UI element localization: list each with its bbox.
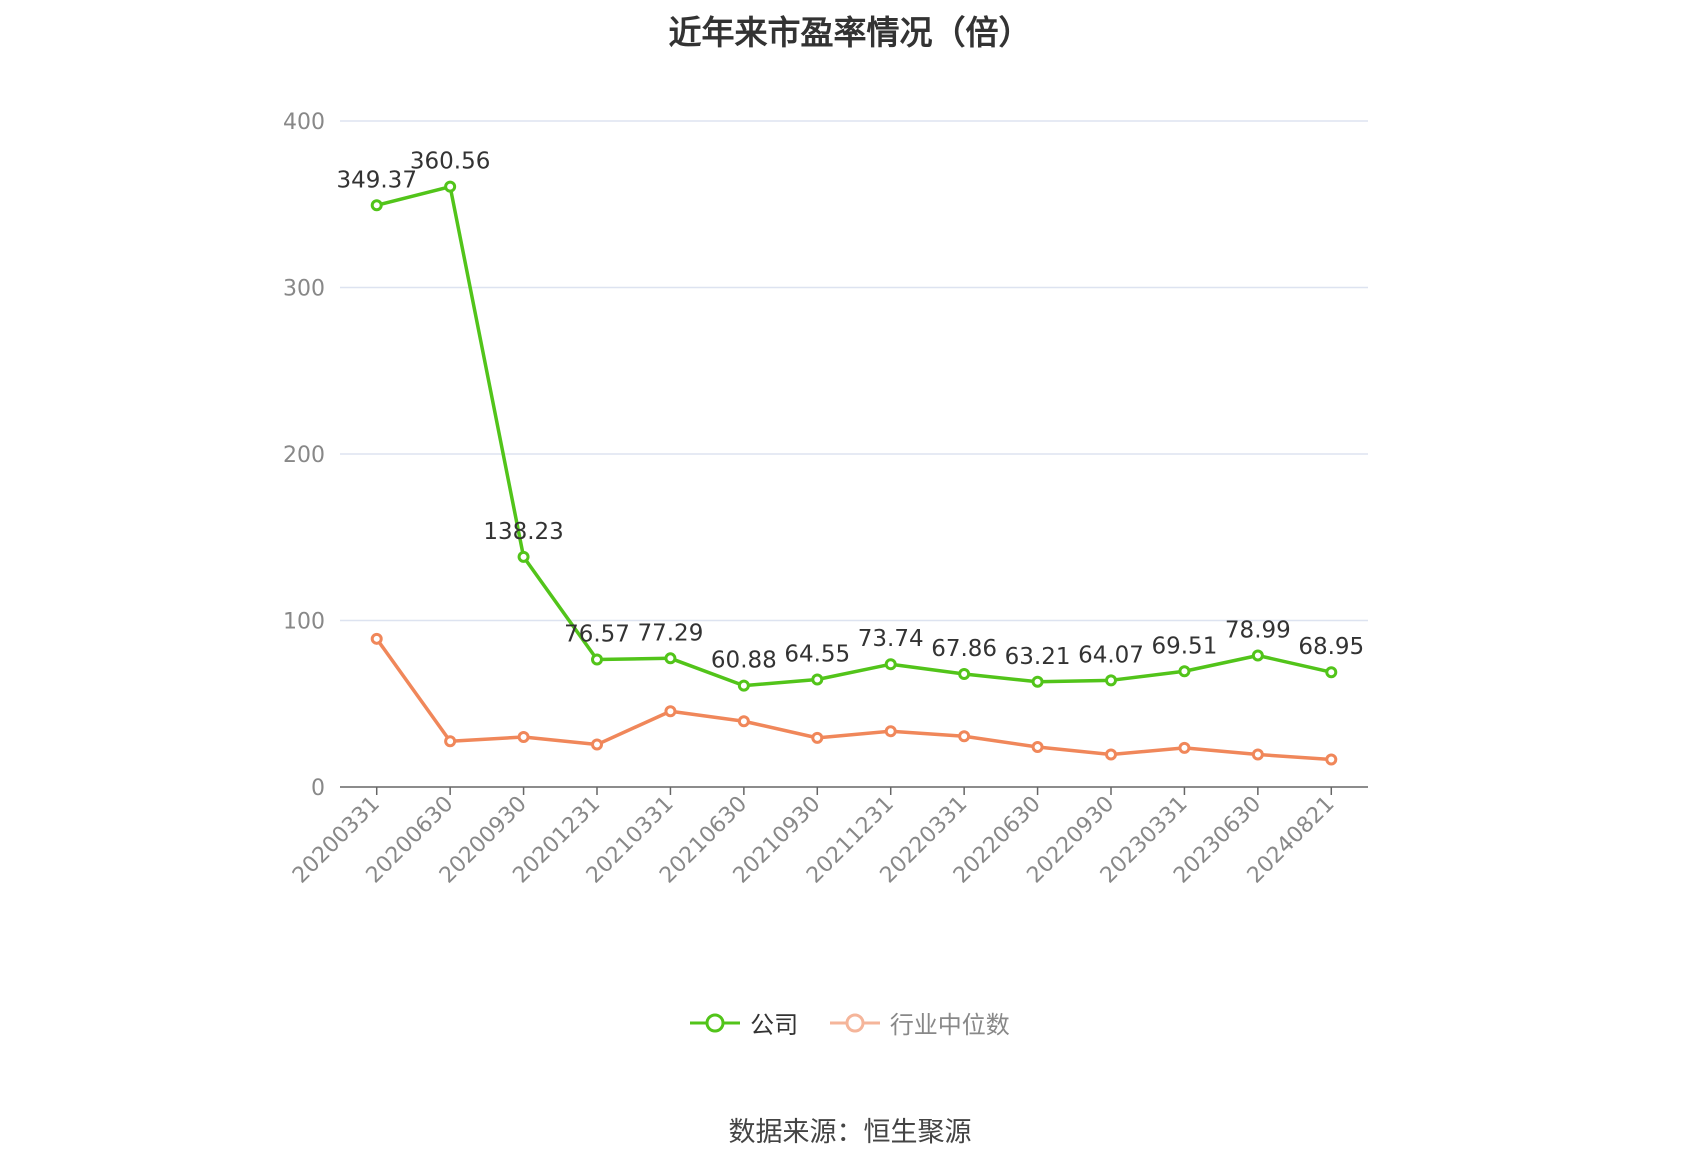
data-label: 76.57 — [564, 622, 630, 648]
data-source: 数据来源：恒生聚源 — [728, 1117, 972, 1148]
data-label: 63.21 — [1005, 644, 1071, 670]
data-point — [1325, 753, 1338, 766]
data-label: 349.37 — [336, 167, 416, 193]
data-label: 360.56 — [410, 149, 490, 175]
data-point — [1178, 665, 1191, 678]
data-point — [370, 199, 383, 212]
legend-item-industry[interactable]: 行业中位数 — [829, 1005, 1010, 1040]
y-tick-label: 100 — [283, 610, 325, 635]
legend-item-company[interactable]: 公司 — [690, 1005, 798, 1040]
data-label: 64.07 — [1078, 642, 1144, 668]
data-point — [1105, 748, 1117, 761]
legend-industry-swatch — [829, 1013, 880, 1032]
data-label: 77.29 — [637, 620, 703, 646]
data-label: 64.55 — [784, 642, 850, 668]
series-line-0 — [376, 184, 1332, 688]
legend-industry-label: 行业中位数 — [889, 1011, 1010, 1039]
data-point — [664, 705, 677, 718]
legend-company-swatch — [690, 1013, 741, 1032]
axes: 0100200300400202003312020063020200930202… — [283, 110, 1368, 888]
data-point — [1105, 674, 1117, 687]
series-line-1 — [375, 637, 1332, 762]
legend-company-label: 公司 — [750, 1011, 799, 1039]
data-point — [737, 715, 750, 728]
data-point — [1251, 649, 1264, 662]
data-point — [591, 738, 603, 751]
y-tick-label: 200 — [283, 443, 325, 468]
data-point — [958, 730, 971, 743]
data-point — [737, 679, 750, 692]
data-point — [811, 731, 824, 744]
data-point — [884, 725, 897, 738]
data-label: 138.23 — [483, 519, 563, 545]
data-point — [1251, 748, 1264, 761]
data-point — [591, 653, 603, 666]
data-point — [1031, 741, 1044, 754]
data-label: 69.51 — [1151, 633, 1217, 659]
legend: 公司 行业中位数 — [0, 1005, 1700, 1040]
y-tick-label: 0 — [311, 776, 325, 801]
y-tick-label: 300 — [283, 277, 325, 302]
data-label: 67.86 — [931, 636, 997, 662]
data-label: 68.95 — [1298, 634, 1364, 660]
data-label: 73.74 — [858, 626, 924, 652]
data-point — [884, 658, 897, 671]
data-label: 78.99 — [1225, 617, 1291, 643]
data-point — [1325, 666, 1338, 679]
data-point — [1031, 675, 1044, 688]
data-label: 60.88 — [711, 648, 777, 674]
data-point — [664, 652, 677, 665]
data-point — [444, 180, 457, 193]
data-point — [444, 735, 457, 748]
data-point — [958, 668, 971, 681]
chart-title: 近年来市盈率情况（倍） — [668, 13, 1032, 52]
data-point — [517, 550, 530, 563]
data-point — [811, 673, 824, 686]
series-layer — [370, 180, 1338, 766]
data-point — [370, 632, 383, 645]
data-point — [517, 731, 530, 744]
y-tick-label: 400 — [283, 110, 325, 135]
grid-lines — [340, 120, 1368, 622]
data-point — [1178, 741, 1191, 754]
